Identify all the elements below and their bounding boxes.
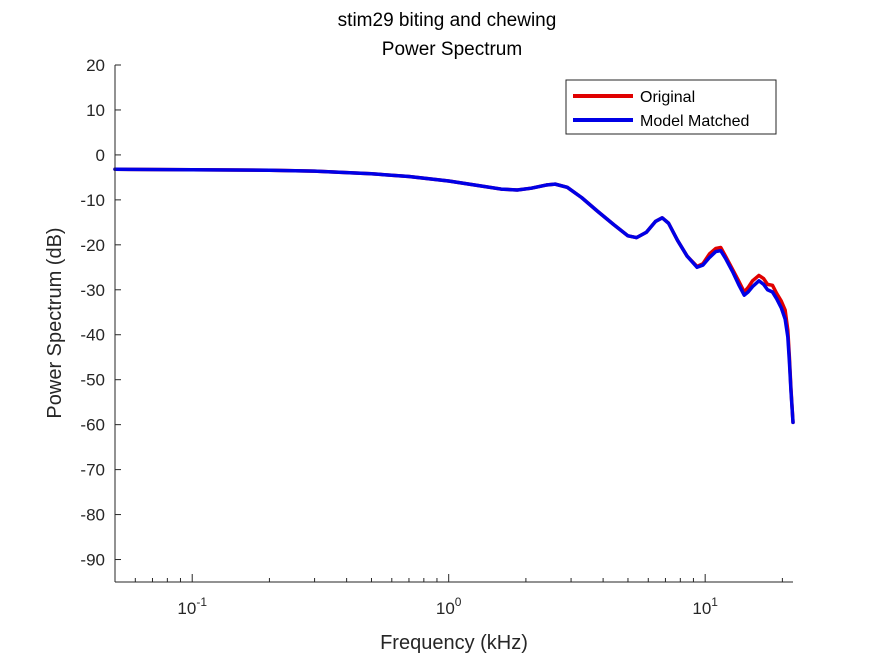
- y-tick-label: 0: [96, 146, 105, 165]
- x-tick-label: 100: [436, 595, 462, 618]
- y-tick-label: -50: [80, 371, 105, 390]
- y-tick-label: -80: [80, 506, 105, 525]
- x-axis-label: Frequency (kHz): [380, 632, 528, 654]
- x-tick-label: 10-1: [177, 595, 207, 618]
- x-tick-label: 101: [692, 595, 718, 618]
- y-tick-label: -30: [80, 281, 105, 300]
- chart-title-line-2: Power Spectrum: [382, 39, 522, 60]
- series-layer: [113, 167, 795, 425]
- y-tick-label: -90: [80, 551, 105, 570]
- legend-label-model-matched: Model Matched: [640, 113, 749, 130]
- y-tick-label: -40: [80, 326, 105, 345]
- y-tick-label: 10: [86, 101, 105, 120]
- y-axis-label: Power Spectrum (dB): [44, 227, 66, 418]
- plot-area: [115, 65, 793, 582]
- y-tick-label: -20: [80, 236, 105, 255]
- y-tick-label: -70: [80, 461, 105, 480]
- y-tick-label: -10: [80, 191, 105, 210]
- y-tick-label: -60: [80, 416, 105, 435]
- series-line-model-matched: [113, 167, 795, 425]
- legend-label-original: Original: [640, 89, 695, 106]
- y-tick-label: 20: [86, 56, 105, 75]
- legend: Original Model Matched: [565, 79, 777, 135]
- chart-title-line-1: stim29 biting and chewing: [338, 10, 557, 31]
- legend-box: [565, 79, 777, 135]
- plot-background: [115, 65, 793, 582]
